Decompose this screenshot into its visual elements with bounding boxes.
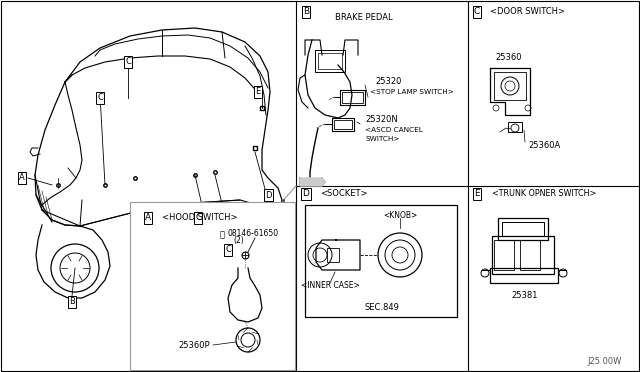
Bar (492, 236, 554, 274)
Text: C: C (225, 246, 231, 254)
Text: C: C (97, 93, 103, 103)
Bar (494, 240, 514, 270)
Text: <INNER CASE>: <INNER CASE> (301, 280, 360, 289)
Text: E: E (474, 189, 480, 199)
Bar (508, 122, 522, 132)
Text: A: A (19, 173, 25, 183)
Text: SWITCH>: SWITCH> (365, 136, 399, 142)
Text: D: D (303, 189, 309, 199)
Bar (318, 53, 342, 69)
Text: <STOP LAMP SWITCH>: <STOP LAMP SWITCH> (370, 89, 454, 95)
Bar (490, 268, 558, 283)
Text: 08146-61650: 08146-61650 (228, 228, 279, 237)
Text: B: B (303, 7, 309, 16)
Bar (332, 118, 354, 131)
Polygon shape (300, 178, 325, 186)
Text: <ASCD CANCEL: <ASCD CANCEL (365, 127, 423, 133)
Bar (340, 90, 365, 105)
Bar (498, 218, 548, 240)
Bar (520, 240, 540, 270)
Text: 25320: 25320 (375, 77, 401, 87)
Bar (130, 202, 295, 370)
Text: C: C (195, 214, 201, 222)
Text: 25360P: 25360P (178, 340, 210, 350)
Text: 25381: 25381 (512, 291, 538, 299)
Text: D: D (265, 190, 271, 199)
Text: 25360A: 25360A (528, 141, 560, 150)
Text: J25 00W: J25 00W (588, 357, 622, 366)
Bar (334, 120, 352, 129)
Text: 25320N: 25320N (365, 115, 397, 125)
Bar (327, 248, 339, 262)
Bar (502, 222, 544, 236)
Bar (315, 50, 345, 72)
Text: <SOCKET>: <SOCKET> (320, 189, 367, 199)
Text: C: C (474, 7, 480, 16)
Bar (342, 92, 363, 103)
Text: <DOOR SWITCH>: <DOOR SWITCH> (490, 7, 565, 16)
Text: E: E (255, 87, 260, 96)
Bar (305, 205, 457, 317)
Text: B: B (69, 298, 75, 307)
Text: A: A (145, 214, 151, 222)
Text: <KNOB>: <KNOB> (383, 211, 417, 219)
Text: (2): (2) (233, 237, 244, 246)
Bar (494, 72, 526, 100)
Text: C: C (125, 58, 131, 67)
Text: <HOOD SWITCH>: <HOOD SWITCH> (162, 214, 237, 222)
Text: 25360: 25360 (495, 54, 522, 62)
Text: BRAKE PEDAL: BRAKE PEDAL (335, 13, 392, 22)
Text: Ⓑ: Ⓑ (220, 231, 225, 240)
Text: <TRUNK OPNER SWITCH>: <TRUNK OPNER SWITCH> (492, 189, 596, 199)
Text: SEC.849: SEC.849 (365, 304, 399, 312)
